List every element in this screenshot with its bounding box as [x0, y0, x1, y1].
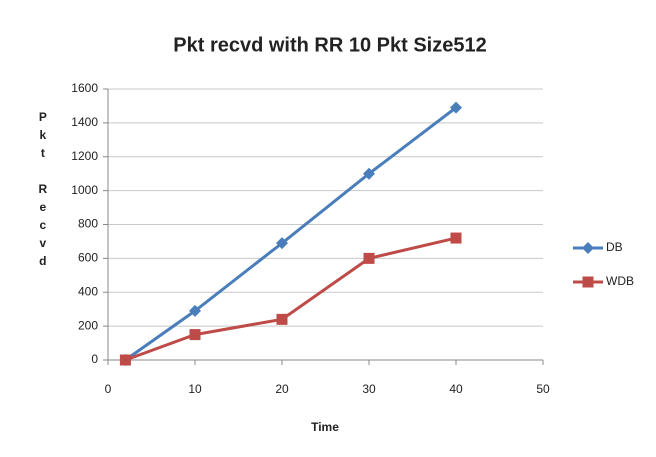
y-tick-label: 0 [91, 352, 98, 366]
chart-title: Pkt recvd with RR 10 Pkt Size512 [173, 34, 486, 56]
y-tick-label: 1400 [71, 115, 98, 129]
y-tick-label: 800 [78, 217, 98, 231]
data-point [120, 355, 131, 366]
y-tick-label: 1600 [71, 81, 98, 95]
x-tick-label: 10 [188, 382, 202, 396]
y-tick-label: 600 [78, 251, 98, 265]
y-tick-label: 200 [78, 318, 98, 332]
x-tick-label: 50 [536, 382, 550, 396]
legend-marker [583, 277, 594, 288]
legend-label: WDB [606, 274, 634, 288]
y-axis-title: Pkt Recvd [36, 110, 50, 272]
background [0, 0, 656, 457]
x-axis-title: Time [311, 420, 339, 434]
chart: Pkt recvd with RR 10 Pkt Size512 Time Pk… [0, 0, 656, 457]
y-tick-label: 1000 [71, 183, 98, 197]
x-tick-label: 40 [449, 382, 463, 396]
y-tick-label: 1200 [71, 149, 98, 163]
x-tick-label: 30 [362, 382, 376, 396]
data-point [451, 233, 462, 244]
data-point [277, 314, 288, 325]
legend-label: DB [606, 240, 623, 254]
data-point [364, 253, 375, 264]
y-tick-label: 400 [78, 284, 98, 298]
x-tick-label: 20 [275, 382, 289, 396]
data-point [190, 329, 201, 340]
x-tick-label: 0 [105, 382, 112, 396]
